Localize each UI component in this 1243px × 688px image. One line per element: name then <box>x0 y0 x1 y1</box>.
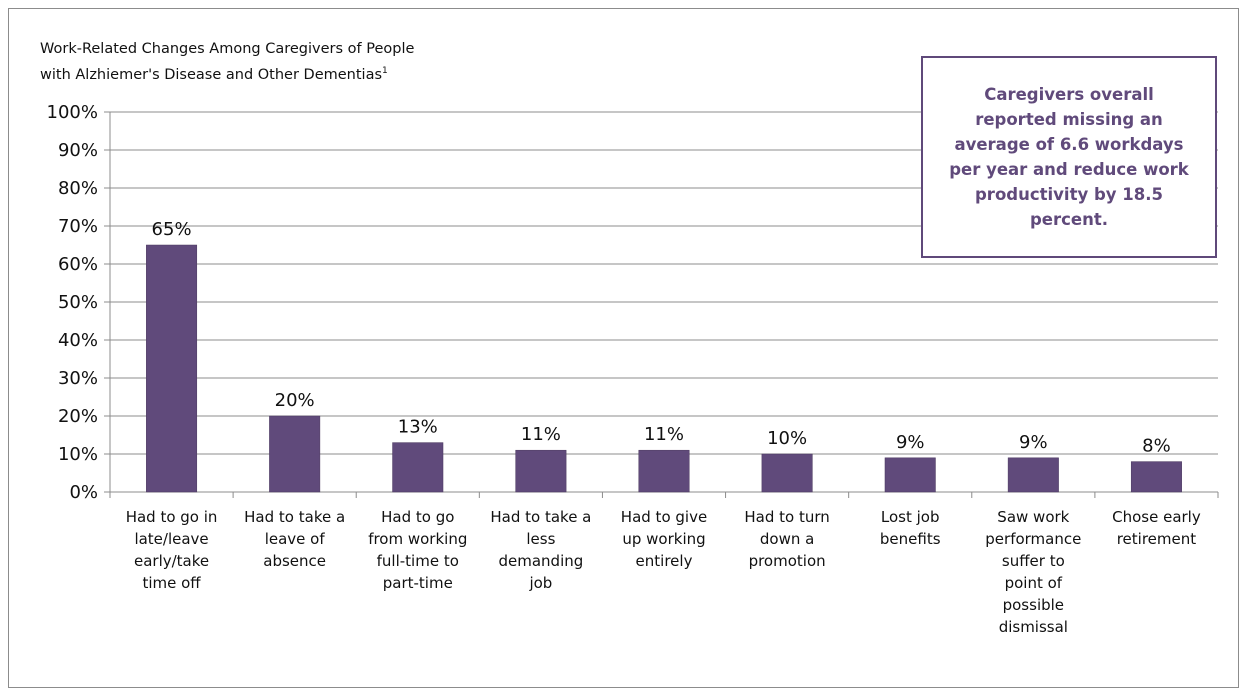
y-tick-label: 100% <box>47 102 98 123</box>
bar <box>269 415 321 493</box>
y-tick-label: 90% <box>58 140 98 161</box>
chart-title-line-1: Work-Related Changes Among Caregivers of… <box>40 41 415 57</box>
chart-title: Work-Related Changes Among Caregivers of… <box>40 38 560 86</box>
y-axis-ticks: 0% 10% 20% 30% 40% 50% 60% 70% 80% 90% 100% <box>47 102 98 503</box>
y-tick-label: 40% <box>58 330 98 351</box>
gridlines <box>110 111 1218 455</box>
bar <box>515 449 567 493</box>
y-tick-label: 50% <box>58 292 98 313</box>
data-label: 11% <box>521 424 561 445</box>
category-labels: Had to go in late/leave early/take time off… <box>126 508 1201 636</box>
y-tick-label: 80% <box>58 178 98 199</box>
bar <box>638 449 690 493</box>
annotation-callout: Caregivers overall reported missing an a… <box>921 56 1217 258</box>
category-label: Chose early retirement <box>1112 508 1201 548</box>
bars <box>146 244 1182 493</box>
bar <box>761 453 813 493</box>
y-tick-label: 10% <box>58 444 98 465</box>
category-label: Had to go from working full-time to part-ti… <box>368 508 467 592</box>
annotation-text: Caregivers overall reported missing an a… <box>949 85 1189 229</box>
data-label: 13% <box>398 417 438 438</box>
bar <box>1130 461 1182 493</box>
data-label: 65% <box>152 219 192 240</box>
bar <box>884 457 936 493</box>
data-label: 9% <box>1019 432 1048 453</box>
bar <box>1007 457 1059 493</box>
chart-title-line-2: with Alzhiemer's Disease and Other Demen… <box>40 66 388 83</box>
title-footnote-marker: 1 <box>382 66 388 76</box>
y-tick-label: 20% <box>58 406 98 427</box>
bar <box>146 244 198 493</box>
category-label: Had to take a less demanding job <box>490 508 591 592</box>
category-label: Had to take a leave of absence <box>244 508 345 570</box>
y-tick-label: 70% <box>58 216 98 237</box>
category-label: Lost job benefits <box>880 508 941 548</box>
data-label: 10% <box>767 428 807 449</box>
data-label: 8% <box>1142 436 1171 457</box>
category-label: Had to turn down a promotion <box>744 508 829 570</box>
y-tick-label: 60% <box>58 254 98 275</box>
data-labels: 65% 20% 13% 11% 11% 10% 9% 9% 8% <box>152 219 1171 457</box>
category-label: Saw work performance suffer to point of poss… <box>985 508 1081 636</box>
data-label: 20% <box>275 390 315 411</box>
data-label: 9% <box>896 432 925 453</box>
category-label: Had to go in late/leave early/take time off <box>126 508 218 592</box>
bar <box>392 442 444 493</box>
y-tick-label: 30% <box>58 368 98 389</box>
data-label: 11% <box>644 424 684 445</box>
y-tick-label: 0% <box>69 482 98 503</box>
category-label: Had to give up working entirely <box>621 508 707 570</box>
